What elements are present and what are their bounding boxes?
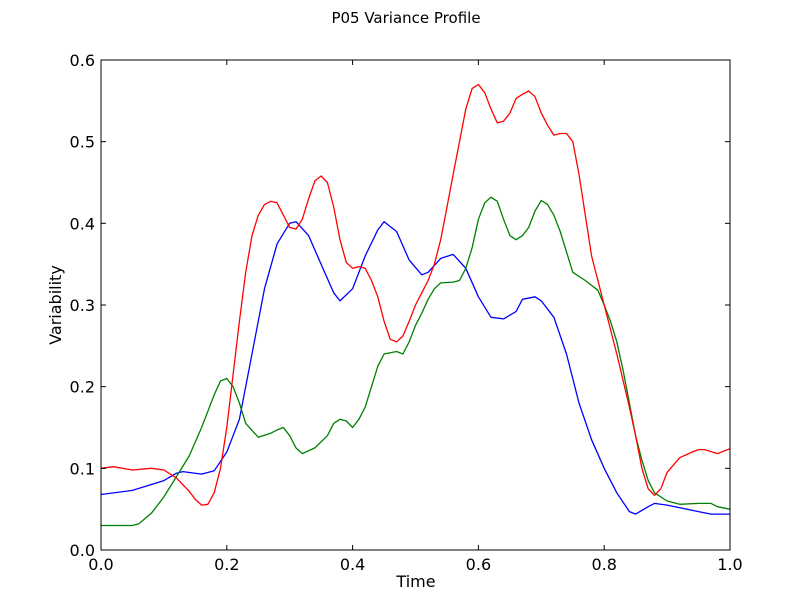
y-tick-label: 0.3 — [70, 296, 95, 315]
y-tick-label: 0.5 — [70, 133, 95, 152]
x-tick-label: 1.0 — [717, 555, 742, 574]
series-layer — [100, 83, 731, 527]
x-tick-label: 0.6 — [466, 555, 491, 574]
x-tick-label: 0.2 — [214, 555, 239, 574]
y-tick-label: 0.6 — [70, 51, 95, 70]
x-tick-label: 0.4 — [340, 555, 365, 574]
y-tick-label: 0.1 — [70, 459, 95, 478]
x-tick-label: 0.8 — [591, 555, 616, 574]
y-tick-label: 0.0 — [70, 541, 95, 560]
series-line-1 — [101, 196, 731, 527]
chart-title: P05 Variance Profile — [331, 9, 480, 27]
x-tick-label: 0.0 — [88, 555, 113, 574]
y-axis-label: Variability — [46, 265, 65, 345]
y-tick-label: 0.2 — [70, 378, 95, 397]
series-line-2 — [100, 83, 731, 506]
y-tick-label: 0.4 — [70, 214, 95, 233]
x-axis-label: Time — [395, 572, 435, 591]
ticks-layer: 0.0 0.2 0.4 0.6 0.8 1.0 0.0 0.1 0.2 0.3 0.4 0.5 0.6 — [70, 51, 743, 574]
